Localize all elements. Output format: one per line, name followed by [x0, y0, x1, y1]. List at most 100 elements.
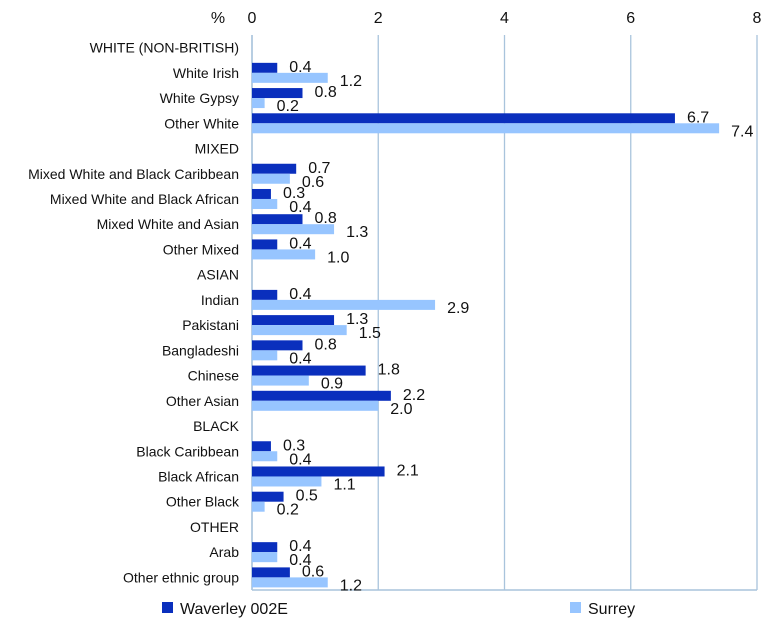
bars [252, 62, 720, 588]
bar [252, 123, 720, 134]
category-label: Arab [209, 544, 239, 560]
bar [252, 214, 303, 225]
unit-label: % [211, 10, 225, 27]
data-label: 2.1 [397, 462, 419, 479]
bar [252, 365, 366, 376]
category-label: MIXED [195, 141, 239, 157]
category-label: Other Black [166, 494, 240, 510]
bar [252, 577, 328, 588]
category-label: Pakistani [182, 317, 239, 333]
bar [252, 188, 271, 199]
bar [252, 476, 322, 487]
data-label: 0.5 [296, 488, 318, 505]
bar [252, 163, 297, 174]
data-label: 0.4 [289, 59, 311, 76]
legend-label-waverley: Waverley 002E [180, 601, 288, 618]
data-label: 0.6 [302, 174, 324, 191]
category-label: Mixed White and Black African [50, 191, 239, 207]
bar [252, 466, 385, 477]
data-label: 0.4 [289, 451, 311, 468]
bar [252, 249, 316, 260]
data-label: 1.5 [359, 325, 381, 342]
bar [252, 289, 278, 300]
data-label: 0.8 [315, 210, 337, 227]
bar [252, 340, 303, 351]
bar [252, 451, 278, 462]
data-label: 1.1 [333, 476, 355, 493]
bar [252, 88, 303, 99]
bar [252, 239, 278, 250]
data-label: 1.2 [340, 577, 362, 594]
bar [252, 552, 278, 563]
data-label: 0.4 [289, 552, 311, 569]
legend-swatch-waverley [162, 602, 173, 613]
x-tick-label: 4 [500, 10, 509, 27]
x-tick-label: 0 [248, 10, 257, 27]
bar [252, 400, 379, 411]
data-label: 0.6 [302, 563, 324, 580]
x-axis-ticks: 0 2 4 6 8 [248, 10, 762, 27]
bar [252, 501, 265, 512]
category-label: Other Asian [166, 393, 239, 409]
bar [252, 390, 391, 401]
bar [252, 567, 290, 578]
bar [252, 350, 278, 361]
category-label: Other ethnic group [123, 569, 239, 585]
legend-swatch-surrey [570, 602, 581, 613]
bar [252, 224, 335, 235]
data-label: 0.9 [321, 376, 343, 393]
x-tick-label: 6 [626, 10, 635, 27]
data-label: 0.3 [283, 185, 305, 202]
category-label: White Gypsy [160, 90, 239, 106]
category-label: OTHER [190, 519, 239, 535]
category-label: ASIAN [197, 267, 239, 283]
data-label: 2.9 [447, 300, 469, 317]
data-label: 0.8 [315, 84, 337, 101]
data-label: 0.4 [289, 350, 311, 367]
bar [252, 198, 278, 209]
data-label: 6.7 [687, 109, 709, 126]
bar [252, 375, 309, 386]
category-label: Bangladeshi [162, 342, 239, 358]
category-label: Black Caribbean [136, 443, 239, 459]
bar [252, 173, 290, 184]
data-label: 2.0 [390, 401, 412, 418]
category-label: BLACK [193, 418, 240, 434]
data-label: 7.4 [731, 123, 753, 140]
data-label: 1.3 [346, 224, 368, 241]
data-label: 1.0 [327, 249, 349, 266]
bar [252, 441, 271, 452]
x-tick-label: 2 [374, 10, 383, 27]
data-label: 0.2 [277, 502, 299, 519]
data-labels: 0.40.86.70.70.30.80.40.41.30.81.82.20.32… [277, 59, 754, 595]
category-label: Chinese [188, 368, 240, 384]
data-label: 0.4 [289, 538, 311, 555]
data-label: 0.4 [289, 235, 311, 252]
data-label: 2.2 [403, 387, 425, 404]
bar [252, 299, 436, 310]
data-label: 1.3 [346, 311, 368, 328]
data-label: 0.2 [277, 98, 299, 115]
legend-label-surrey: Surrey [588, 601, 635, 618]
category-label: White Irish [173, 65, 239, 81]
bar [252, 72, 328, 83]
category-label: Mixed White and Asian [97, 216, 239, 232]
category-labels: WHITE (NON-BRITISH) White Irish White Gyps… [28, 40, 240, 586]
category-label: Other Mixed [163, 241, 239, 257]
bar [252, 542, 278, 553]
bar [252, 98, 265, 109]
bar [252, 315, 335, 326]
bar [252, 491, 284, 502]
category-label: Mixed White and Black Caribbean [28, 166, 239, 182]
legend: Waverley 002E Surrey [162, 601, 635, 618]
data-label: 0.8 [315, 336, 337, 353]
x-tick-label: 8 [753, 10, 762, 27]
data-label: 0.3 [283, 437, 305, 454]
bar [252, 62, 278, 73]
bar [252, 113, 675, 124]
data-label: 1.2 [340, 73, 362, 90]
data-label: 0.4 [289, 286, 311, 303]
data-label: 0.7 [308, 160, 330, 177]
data-label: 0.4 [289, 199, 311, 216]
